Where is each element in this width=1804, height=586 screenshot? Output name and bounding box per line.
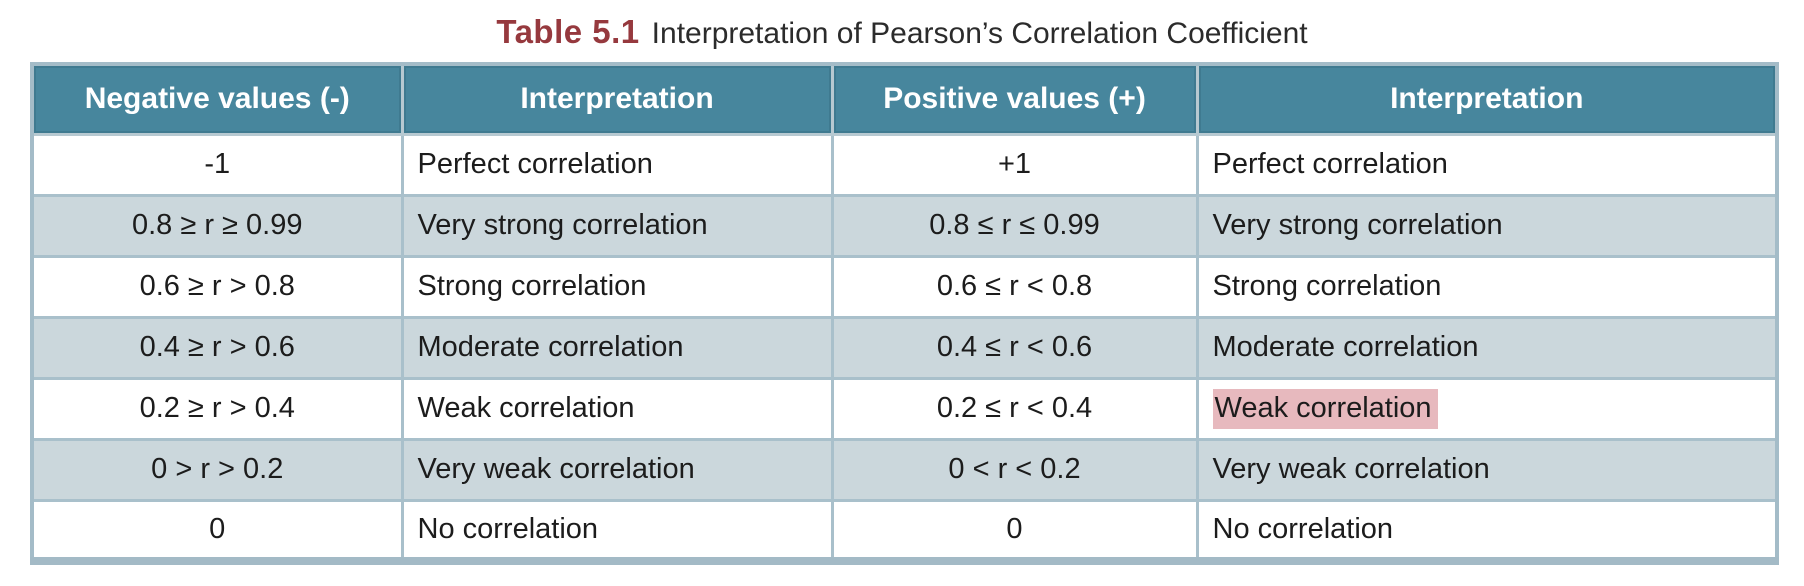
- interpretation-cell: Moderate correlation: [400, 315, 834, 380]
- table-row: 0 > r > 0.2 Very weak correlation 0 < r < …: [30, 437, 1779, 502]
- header-interpretation-right: Interpretation: [1195, 62, 1779, 136]
- value-cell: 0 < r < 0.2: [830, 437, 1199, 502]
- value-cell: +1: [830, 132, 1199, 197]
- table-row: 0.8 ≥ r ≥ 0.99 Very strong correlation 0.8…: [30, 193, 1779, 258]
- interpretation-cell: Perfect correlation: [1195, 132, 1779, 197]
- value-cell: 0: [30, 498, 404, 563]
- header-negative-values: Negative values (-): [30, 62, 404, 136]
- interpretation-cell: Perfect correlation: [400, 132, 834, 197]
- table-row: -1 Perfect correlation +1 Perfect correlati…: [30, 132, 1779, 197]
- table-row: 0.6 ≥ r > 0.8 Strong correlation 0.6 ≤ r <…: [30, 254, 1779, 319]
- interpretation-cell: Very weak correlation: [400, 437, 834, 502]
- table-row: 0.4 ≥ r > 0.6 Moderate correlation 0.4 ≤ r…: [30, 315, 1779, 380]
- value-cell: 0: [830, 498, 1199, 563]
- header-positive-values: Positive values (+): [830, 62, 1199, 136]
- interpretation-cell: Very weak correlation: [1195, 437, 1779, 502]
- interpretation-cell: Weak correlation: [400, 376, 834, 441]
- value-cell: -1: [30, 132, 404, 197]
- table-caption: Table 5.1 Interpretation of Pearson’s Cor…: [0, 0, 1804, 60]
- interpretation-cell: No correlation: [400, 498, 834, 563]
- value-cell: 0.8 ≥ r ≥ 0.99: [30, 193, 404, 258]
- table-body: -1 Perfect correlation +1 Perfect correlati…: [30, 132, 1779, 563]
- table-header: Negative values (-) Interpretation Posit…: [30, 62, 1779, 136]
- interpretation-cell: Moderate correlation: [1195, 315, 1779, 380]
- value-cell: 0.4 ≥ r > 0.6: [30, 315, 404, 380]
- value-cell: 0.6 ≥ r > 0.8: [30, 254, 404, 319]
- table-title: Interpretation of Pearson’s Correlation …: [651, 17, 1308, 50]
- table-row: 0 No correlation 0 No correlation: [30, 498, 1779, 563]
- header-row: Negative values (-) Interpretation Posit…: [30, 62, 1779, 136]
- table-row: 0.2 ≥ r > 0.4 Weak correlation 0.2 ≤ r < 0…: [30, 376, 1779, 441]
- value-cell: 0.2 ≤ r < 0.4: [830, 376, 1199, 441]
- interpretation-cell: No correlation: [1195, 498, 1779, 563]
- value-cell: 0.2 ≥ r > 0.4: [30, 376, 404, 441]
- interpretation-cell: Very strong correlation: [400, 193, 834, 258]
- value-cell: 0.8 ≤ r ≤ 0.99: [830, 193, 1199, 258]
- interpretation-cell: Strong correlation: [400, 254, 834, 319]
- header-interpretation-left: Interpretation: [400, 62, 834, 136]
- interpretation-cell: Weak correlation: [1195, 376, 1779, 441]
- value-cell: 0.4 ≤ r < 0.6: [830, 315, 1199, 380]
- table-number: Table 5.1: [496, 13, 640, 50]
- interpretation-cell: Strong correlation: [1195, 254, 1779, 319]
- highlighted-text: Weak correlation: [1212, 389, 1438, 429]
- correlation-table: Negative values (-) Interpretation Posit…: [30, 62, 1779, 565]
- value-cell: 0 > r > 0.2: [30, 437, 404, 502]
- interpretation-cell: Very strong correlation: [1195, 193, 1779, 258]
- value-cell: 0.6 ≤ r < 0.8: [830, 254, 1199, 319]
